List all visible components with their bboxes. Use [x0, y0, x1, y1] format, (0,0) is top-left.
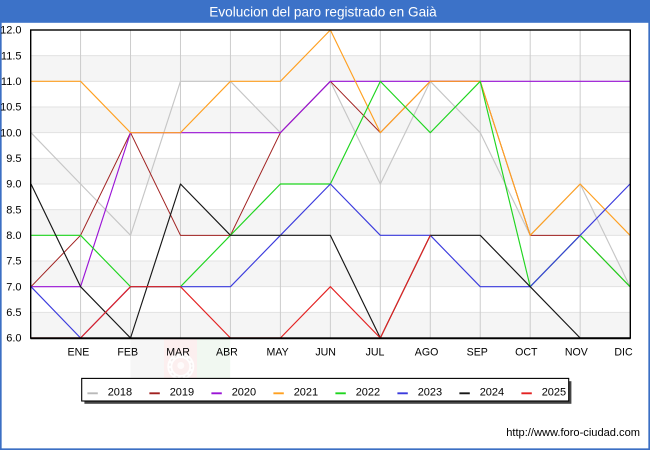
svg-text:ABR: ABR: [216, 346, 238, 358]
svg-text:7.0: 7.0: [6, 281, 21, 293]
svg-text:8.5: 8.5: [6, 204, 21, 216]
svg-text:2021: 2021: [294, 386, 318, 398]
svg-text:2020: 2020: [232, 386, 256, 398]
svg-text:2019: 2019: [170, 386, 194, 398]
svg-text:9.0: 9.0: [6, 179, 21, 191]
svg-text:ENE: ENE: [68, 346, 90, 358]
svg-text:6.5: 6.5: [6, 307, 21, 319]
svg-text:2018: 2018: [108, 386, 132, 398]
svg-text:MAY: MAY: [267, 346, 289, 358]
svg-text:7.5: 7.5: [6, 256, 21, 268]
svg-text:11.5: 11.5: [1, 50, 22, 62]
svg-text:10.0: 10.0: [0, 127, 21, 139]
svg-text:8.0: 8.0: [6, 230, 21, 242]
svg-text:2024: 2024: [480, 386, 504, 398]
svg-text:OCT: OCT: [515, 346, 538, 358]
svg-text:DIC: DIC: [614, 346, 633, 358]
svg-text:11.0: 11.0: [1, 76, 22, 88]
svg-text:JUN: JUN: [315, 346, 336, 358]
svg-text:AGO: AGO: [415, 346, 439, 358]
svg-text:MAR: MAR: [166, 346, 190, 358]
svg-text:Evolucion del paro registrado: Evolucion del paro registrado en Gaià: [209, 4, 437, 19]
svg-text:12.0: 12.0: [0, 25, 21, 37]
svg-text:10.5: 10.5: [0, 102, 21, 114]
svg-text:SEP: SEP: [467, 346, 488, 358]
svg-text:NOV: NOV: [565, 346, 589, 358]
svg-text:9.5: 9.5: [6, 153, 21, 165]
svg-text:2022: 2022: [356, 386, 380, 398]
svg-text:2023: 2023: [418, 386, 442, 398]
svg-text:http://www.foro-ciudad.com: http://www.foro-ciudad.com: [506, 427, 640, 439]
svg-text:FEB: FEB: [117, 346, 138, 358]
svg-text:JUL: JUL: [366, 346, 385, 358]
svg-text:2025: 2025: [542, 386, 566, 398]
svg-text:6.0: 6.0: [6, 333, 21, 345]
